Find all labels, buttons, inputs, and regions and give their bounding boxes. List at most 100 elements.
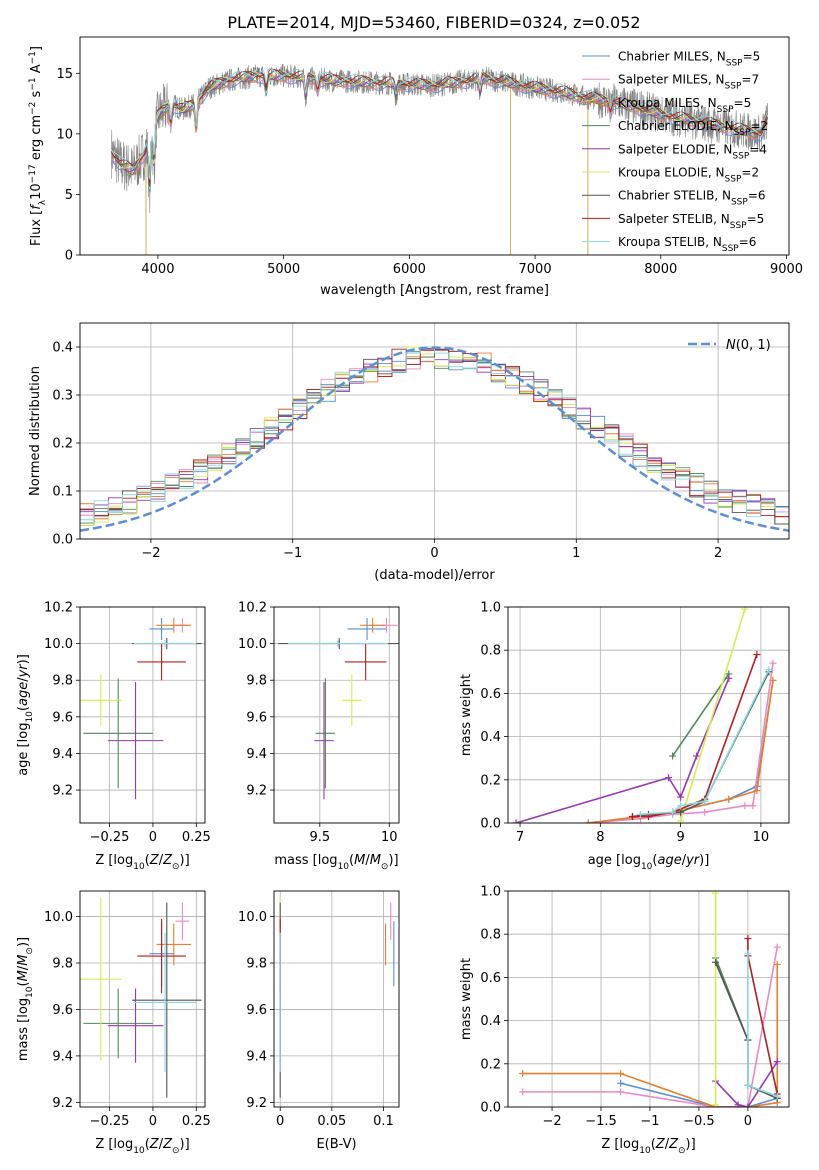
x-axis-label-part: /: [682, 853, 687, 868]
legend-label: N(0, 1): [726, 338, 771, 353]
x-tick-label: −1: [283, 546, 302, 561]
x-axis-label-part: 10: [133, 862, 145, 872]
y-axis-label-part: λ: [38, 199, 48, 205]
massweight-line: [588, 680, 774, 823]
panel-mass-vs-ebv: 0 0.05 0.1 9.2 9.4 9.6 9.8 10.0 E(B-V): [238, 890, 400, 1152]
y-tick-label: 9.2: [246, 1096, 267, 1111]
model-fit-line: [111, 71, 769, 188]
x-axis-label-part: )]: [180, 1137, 190, 1152]
y-axis-label-part: erg cm: [29, 115, 44, 164]
x-tick-label: −1: [640, 1114, 659, 1129]
legend-label: Chabrier MILES, NSSP=5: [618, 50, 760, 69]
y-axis-label-part: −1: [28, 51, 38, 64]
x-tick-label: 2: [714, 546, 722, 561]
x-axis-label-part: /: [159, 1137, 164, 1152]
x-axis-label-part: Z [log: [601, 1137, 639, 1152]
legend-label-part: Kroupa ELODIE, N: [618, 166, 725, 180]
normal-reference-curve: [80, 346, 789, 532]
legend-label: Salpeter MILES, NSSP=7: [618, 73, 759, 92]
x-axis-label: E(B-V): [316, 1137, 356, 1152]
panel-massweight-vs-z: −2 −1.5 −1 −0.5 0 0.0 0.2 0.4 0.6 0.8 1.0 Z [log10(…: [459, 885, 790, 1156]
x-tick-label: 0: [276, 1114, 284, 1129]
y-tick-label: 9.4: [246, 747, 267, 762]
axes-frame: [273, 890, 400, 1108]
residual-histogram: [80, 346, 789, 521]
axes-frame: [79, 36, 790, 256]
y-tick-label: 10.2: [44, 601, 73, 616]
y-axis-label: mass [log10(M/M⊙)]: [16, 937, 35, 1061]
y-tick-label: 0.0: [52, 533, 73, 548]
x-axis-label-part: )]: [686, 1137, 696, 1152]
legend-label-part: Chabrier MILES, N: [618, 50, 726, 64]
x-axis-label-part: /: [159, 853, 164, 868]
axes-frame: [79, 890, 206, 1108]
x-axis-label-part: 10: [338, 862, 350, 872]
x-axis-label-part: /: [365, 853, 370, 868]
x-axis-label-part: ⊙: [381, 862, 389, 872]
legend-label-part: =6: [748, 189, 766, 203]
axes-frame: [79, 606, 206, 824]
y-axis-label: age [log10(age/yr)]: [16, 654, 35, 776]
x-axis-label-part: (: [349, 853, 354, 868]
x-tick-label: 0: [430, 546, 438, 561]
y-tick-label: 10: [56, 127, 73, 142]
y-axis-label-part: yr: [16, 663, 31, 679]
massweight-line: [671, 673, 730, 757]
y-axis-label-part: M: [16, 970, 31, 981]
x-tick-label: −0.5: [683, 1114, 715, 1129]
plot-area: [80, 897, 202, 1098]
y-tick-label: 0.6: [480, 971, 501, 986]
y-tick-label: 10.0: [44, 637, 73, 652]
x-axis-label-part: mass [log: [274, 853, 337, 868]
x-axis-label-part: )]: [180, 853, 190, 868]
x-axis-label: mass [log10(M/M⊙)]: [274, 853, 398, 872]
y-tick-label: 9.4: [52, 747, 73, 762]
legend-label-part: =7: [741, 73, 759, 87]
plot-area: [278, 617, 399, 800]
massweight-line: [679, 608, 746, 822]
legend-label-part: =2: [750, 119, 768, 133]
axes-frame: [507, 606, 790, 824]
x-tick-label: 9: [676, 830, 684, 845]
y-axis-label-part: s: [29, 90, 44, 101]
x-axis-label-part: 10: [641, 862, 653, 872]
x-axis-label: Z [log10(Z/Z⊙)]: [601, 1137, 695, 1156]
y-tick-label: 9.2: [52, 1096, 73, 1111]
model-fit-line: [111, 68, 769, 181]
x-tick-label: 10: [753, 830, 770, 845]
panel-mass-vs-z: −0.25 0 0.259.29.49.69.810.0Z [log10(Z/Z⊙)…: [16, 890, 211, 1156]
axes-frame: [79, 322, 790, 540]
y-tick-label: 0.8: [480, 644, 501, 659]
y-axis-label-part: (: [16, 981, 31, 986]
x-axis-label: (data-model)/error: [374, 568, 495, 583]
y-tick-label: 9.8: [52, 674, 73, 689]
legend-label-part: SSP: [725, 82, 742, 92]
x-axis-label-part: M: [370, 853, 381, 868]
x-axis-label: wavelength [Angstrom, rest frame]: [320, 283, 549, 298]
y-tick-label: 9.4: [246, 1049, 267, 1064]
x-tick-label: −2: [542, 1114, 561, 1129]
x-axis-label-part: Z: [149, 853, 160, 868]
x-tick-label: 0: [149, 830, 157, 845]
x-axis-label-part: )]: [699, 853, 709, 868]
legend-label-part: Kroupa STELIB, N: [618, 235, 722, 249]
y-tick-label: 9.6: [246, 710, 267, 725]
x-tick-label: −1.5: [585, 1114, 617, 1129]
y-axis-label: mass weight: [459, 674, 474, 756]
x-tick-label: 1: [572, 546, 580, 561]
y-axis-label-part: )]: [16, 654, 31, 664]
legend-label-part: SSP: [732, 151, 749, 161]
plot-area: [512, 607, 777, 823]
x-tick-label: 8000: [644, 262, 677, 277]
x-axis-label-part: Z: [162, 1137, 173, 1152]
x-tick-label: 0.25: [182, 830, 211, 845]
y-tick-label: 0.3: [52, 389, 73, 404]
y-tick-label: 1.0: [480, 601, 501, 616]
x-tick-label: 4000: [141, 262, 174, 277]
x-axis-label-part: ⊙: [172, 1146, 180, 1156]
x-tick-label: 5000: [267, 262, 300, 277]
x-tick-label: 9.5: [309, 830, 330, 845]
x-axis-label-part: )]: [388, 853, 398, 868]
residual-histogram: [80, 346, 789, 526]
